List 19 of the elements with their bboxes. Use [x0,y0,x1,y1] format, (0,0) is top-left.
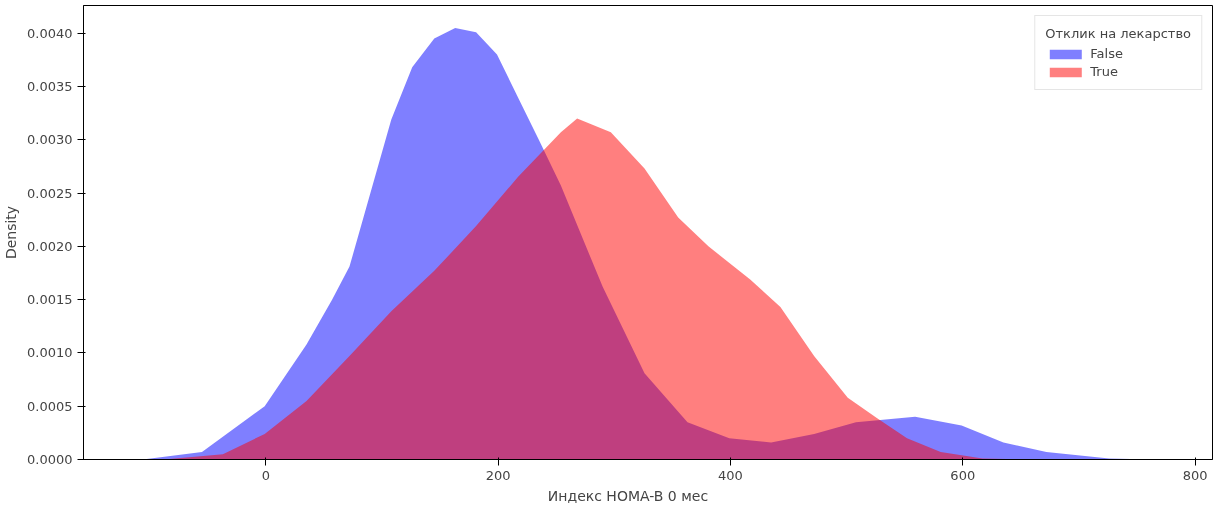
y-tick-label: 0.0040 [27,25,73,41]
y-tick-label: 0.0025 [27,185,73,201]
y-tick-label: 0.0020 [27,238,73,254]
legend-title: Отклик на лекарство [1045,26,1191,41]
y-tick-label: 0.0005 [27,398,73,414]
x-tick-label: 0 [261,467,270,483]
y-tick-label: 0.0010 [27,345,73,361]
x-tick-label: 600 [950,467,976,483]
legend-label: True [1090,64,1118,79]
x-tick-label: 400 [718,467,743,483]
x-tick-label: 200 [485,467,511,483]
y-axis-title: Density [3,205,20,260]
y-tick-label: 0.0035 [27,79,73,94]
x-tick-label: 800 [1182,467,1208,483]
y-tick-label: 0.0030 [27,132,73,148]
y-tick-label: 0.0015 [27,292,73,308]
legend-label: False [1090,46,1123,61]
y-tick-label: 0.0000 [27,452,73,467]
x-axis-title: Индекс HOMA-B 0 мес [547,487,709,504]
